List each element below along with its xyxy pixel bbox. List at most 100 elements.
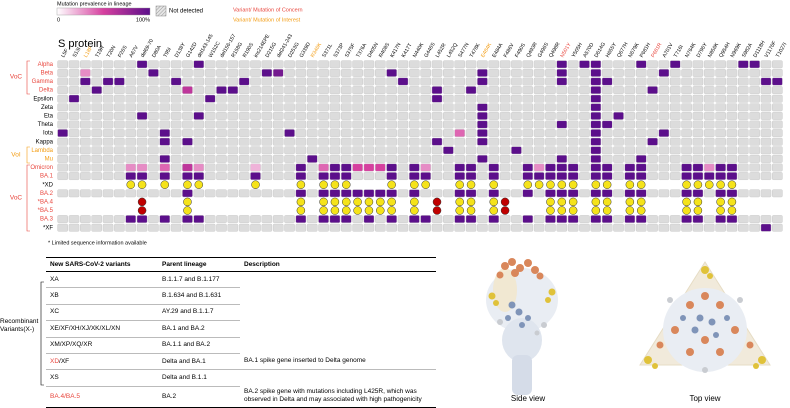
not-detected-cell bbox=[170, 137, 182, 146]
not-detected-cell bbox=[80, 129, 91, 137]
not-detected-cell bbox=[760, 86, 772, 95]
not-detected-cell bbox=[703, 189, 715, 198]
not-detected-cell bbox=[363, 111, 375, 120]
not-detected-cell bbox=[125, 94, 137, 103]
lineage-marker bbox=[296, 206, 306, 215]
not-detected-cell bbox=[306, 215, 318, 223]
table-cell: XM/XP/XQ/XR bbox=[46, 337, 158, 354]
not-detected-cell bbox=[465, 129, 477, 137]
not-detected-cell bbox=[170, 120, 182, 129]
not-detected-cell bbox=[488, 137, 500, 146]
not-detected-cell bbox=[749, 120, 760, 129]
not-detected-cell bbox=[261, 86, 273, 95]
row-label: *XD bbox=[42, 182, 53, 188]
not-detected-cell bbox=[477, 94, 488, 103]
lineage-marker bbox=[602, 180, 612, 189]
side-view-structure bbox=[486, 258, 558, 395]
not-detected-cell bbox=[760, 137, 772, 146]
not-detected-cell bbox=[238, 215, 250, 223]
not-detected-cell bbox=[443, 86, 454, 95]
not-detected-cell bbox=[318, 154, 329, 163]
prevalence-cell bbox=[556, 189, 568, 198]
not-detected-cell bbox=[329, 94, 341, 103]
not-detected-cell bbox=[567, 77, 579, 86]
not-detected-cell bbox=[533, 103, 545, 112]
not-detected-cell bbox=[272, 189, 284, 198]
not-detected-cell bbox=[488, 77, 500, 86]
not-detected-cell bbox=[465, 77, 477, 86]
not-detected-cell bbox=[533, 146, 545, 155]
not-detected-cell bbox=[363, 86, 375, 95]
not-detected-cell bbox=[284, 172, 295, 180]
not-detected-cell bbox=[329, 86, 341, 95]
prevalence-cell bbox=[227, 86, 239, 95]
not-detected-cell bbox=[760, 120, 772, 129]
not-detected-cell bbox=[386, 77, 397, 86]
prevalence-cell bbox=[590, 189, 602, 198]
not-detected-cell bbox=[216, 94, 227, 103]
lineage-marker bbox=[137, 180, 147, 189]
not-detected-cell bbox=[738, 223, 749, 232]
not-detected-cell bbox=[68, 103, 80, 112]
not-detected-cell bbox=[68, 60, 80, 69]
lineage-marker bbox=[183, 180, 192, 189]
lineage-marker bbox=[432, 206, 442, 215]
not-detected-cell bbox=[658, 60, 670, 69]
not-detected-cell bbox=[579, 103, 590, 112]
not-detected-cell bbox=[567, 86, 579, 95]
group-bracket bbox=[26, 146, 30, 164]
not-detected-cell bbox=[284, 146, 295, 155]
prevalence-cell bbox=[511, 146, 522, 155]
not-detected-cell bbox=[261, 146, 273, 155]
not-detected-cell bbox=[613, 154, 624, 163]
not-detected-cell bbox=[681, 60, 692, 69]
not-detected-cell bbox=[477, 215, 488, 223]
mutation-label: T95I bbox=[162, 47, 172, 59]
not-detected-cell bbox=[284, 68, 295, 77]
not-detected-cell bbox=[352, 120, 363, 129]
not-detected-cell bbox=[204, 223, 216, 232]
table-header-cell: Parent lineage bbox=[158, 257, 240, 272]
not-detected-cell bbox=[726, 120, 738, 129]
not-detected-cell bbox=[227, 223, 239, 232]
not-detected-cell bbox=[567, 120, 579, 129]
prevalence-cell bbox=[125, 172, 137, 180]
prevalence-cell bbox=[624, 163, 636, 172]
not-detected-cell bbox=[80, 111, 91, 120]
not-detected-cell bbox=[136, 129, 148, 137]
not-detected-cell bbox=[533, 154, 545, 163]
prevalence-cell bbox=[772, 77, 783, 86]
not-detected-cell bbox=[431, 215, 443, 223]
lineage-marker bbox=[625, 206, 635, 215]
prevalence-cell bbox=[488, 189, 500, 198]
prevalence-cell bbox=[136, 215, 148, 223]
prevalence-cell bbox=[624, 215, 636, 223]
not-detected-cell bbox=[272, 103, 284, 112]
prevalence-cell bbox=[454, 189, 465, 198]
not-detected-cell bbox=[443, 189, 454, 198]
prevalence-cell bbox=[159, 163, 171, 172]
not-detected-cell bbox=[726, 103, 738, 112]
not-detected-cell bbox=[216, 120, 227, 129]
not-detected-cell bbox=[397, 154, 409, 163]
not-detected-cell bbox=[488, 146, 500, 155]
lineage-marker bbox=[682, 197, 691, 207]
not-detected-cell bbox=[738, 103, 749, 112]
not-detected-cell bbox=[715, 86, 726, 95]
not-detected-cell bbox=[409, 94, 420, 103]
not-detected-cell bbox=[749, 154, 760, 163]
not-detected-cell bbox=[102, 223, 114, 232]
lineage-marker bbox=[455, 206, 464, 215]
not-detected-cell bbox=[488, 86, 500, 95]
row-label: Epsilon bbox=[33, 96, 53, 102]
prevalence-cell bbox=[159, 172, 171, 180]
prevalence-cell bbox=[669, 60, 681, 69]
not-detected-cell bbox=[204, 86, 216, 95]
lineage-marker bbox=[568, 180, 578, 189]
not-detected-cell bbox=[238, 137, 250, 146]
not-detected-cell bbox=[409, 154, 420, 163]
not-detected-cell bbox=[681, 111, 692, 120]
not-detected-cell bbox=[760, 111, 772, 120]
not-detected-cell bbox=[125, 111, 137, 120]
not-detected-cell bbox=[760, 129, 772, 137]
